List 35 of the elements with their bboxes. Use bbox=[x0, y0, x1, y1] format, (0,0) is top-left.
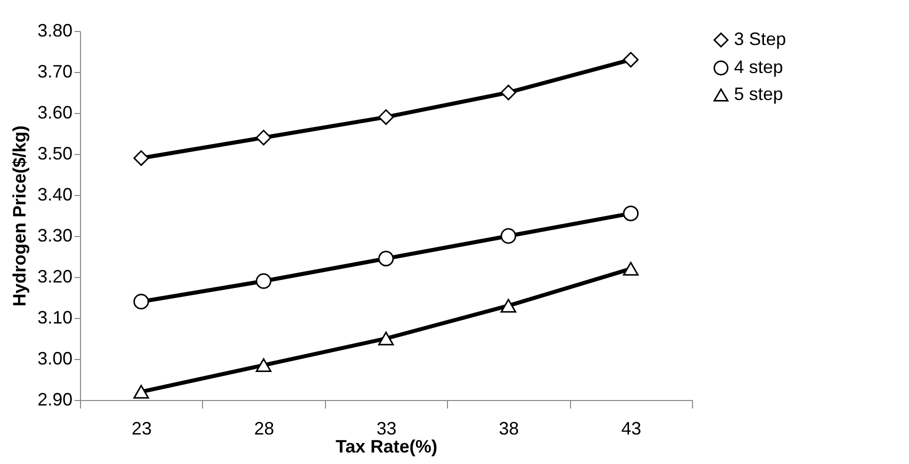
y-tick-label: 3.00 bbox=[37, 348, 72, 368]
x-tick-label: 23 bbox=[132, 418, 152, 438]
y-tick-label: 3.20 bbox=[37, 266, 72, 286]
point bbox=[500, 84, 516, 100]
point bbox=[622, 206, 639, 222]
y-tick-label: 3.80 bbox=[37, 20, 72, 40]
y-tick-label: 3.70 bbox=[37, 62, 72, 82]
point bbox=[133, 384, 150, 399]
point bbox=[378, 332, 394, 346]
point bbox=[256, 358, 272, 372]
y-tick-label: 3.30 bbox=[37, 226, 72, 246]
point bbox=[133, 150, 150, 166]
point bbox=[622, 52, 639, 68]
point bbox=[378, 250, 394, 266]
point bbox=[256, 273, 272, 289]
point bbox=[256, 130, 272, 146]
y-axis-title: Hydrogen Price($/kg) bbox=[9, 125, 30, 307]
point bbox=[500, 228, 516, 244]
y-tick-label: 3.10 bbox=[37, 308, 72, 328]
y-tick-label: 3.60 bbox=[37, 102, 72, 122]
point bbox=[133, 294, 150, 310]
x-tick-label: 33 bbox=[376, 418, 397, 438]
legend-label: 3 Step bbox=[734, 29, 786, 49]
point bbox=[622, 262, 639, 276]
x-tick-label: 43 bbox=[621, 418, 642, 438]
legend-label: 4 step bbox=[734, 57, 784, 77]
y-tick-label: 3.50 bbox=[37, 144, 72, 164]
point bbox=[378, 109, 394, 125]
legend-label: 5 step bbox=[734, 84, 784, 104]
point bbox=[500, 298, 516, 313]
y-tick-label: 3.40 bbox=[37, 184, 72, 204]
x-tick-label: 38 bbox=[498, 418, 519, 438]
x-tick-label: 28 bbox=[254, 418, 274, 438]
x-axis-title: Tax Rate(%) bbox=[336, 436, 438, 456]
y-tick-label: 2.90 bbox=[37, 390, 72, 410]
